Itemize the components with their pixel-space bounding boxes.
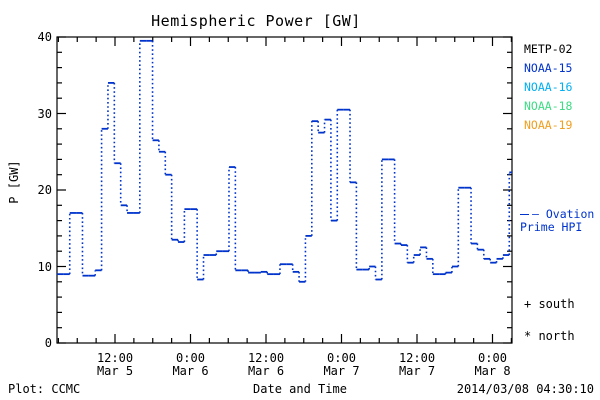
legend-marker-north: * north: [524, 329, 575, 343]
y-tick-label: 20: [37, 183, 52, 197]
legend-line-sample-icon: [520, 214, 529, 215]
x-axis-label: Date and Time: [253, 382, 347, 396]
legend-ovation-prime-hpi: — Ovation Prime HPI: [520, 208, 600, 234]
legend-item-noaa-18: NOAA-18: [524, 99, 573, 113]
x-tick-label: 12:00 Mar 5: [96, 351, 134, 378]
legend-ovation-line2: Prime HPI: [520, 220, 583, 234]
legend-marker-south: + south: [524, 297, 575, 311]
y-tick-label: 10: [37, 259, 52, 274]
y-tick-label: 40: [37, 30, 52, 44]
plot-timestamp: 2014/03/08 04:30:10: [456, 382, 594, 396]
y-axis-ticks: [57, 36, 512, 344]
x-tick-label: 0:00 Mar 8: [474, 351, 511, 378]
legend-item-noaa-16: NOAA-16: [524, 80, 573, 94]
legend-ovation-line1: — Ovation: [532, 207, 595, 221]
x-tick-label: 0:00 Mar 6: [172, 351, 209, 378]
chart-title: Hemispheric Power [GW]: [151, 12, 361, 30]
plot-credit: Plot: CCMC: [8, 382, 81, 396]
y-tick-label: 0: [44, 336, 52, 350]
x-axis-ticks: [57, 37, 512, 343]
legend-item-metp-02: METP-02: [524, 42, 573, 56]
legend: METP-02 NOAA-15 NOAA-16 NOAA-18 NOAA-19: [524, 40, 600, 135]
y-tick-label: 30: [37, 106, 52, 121]
legend-item-noaa-19: NOAA-19: [524, 118, 573, 132]
y-axis-label: P [GW]: [7, 160, 21, 204]
x-tick-label: 0:00 Mar 7: [323, 351, 360, 378]
x-tick-label: 12:00 Mar 6: [247, 351, 285, 378]
x-tick-label: 12:00 Mar 7: [398, 351, 436, 378]
plot-frame: [56, 36, 513, 344]
data-series-ovation-prime-hpi: [57, 39, 512, 283]
legend-item-noaa-15: NOAA-15: [524, 61, 573, 75]
